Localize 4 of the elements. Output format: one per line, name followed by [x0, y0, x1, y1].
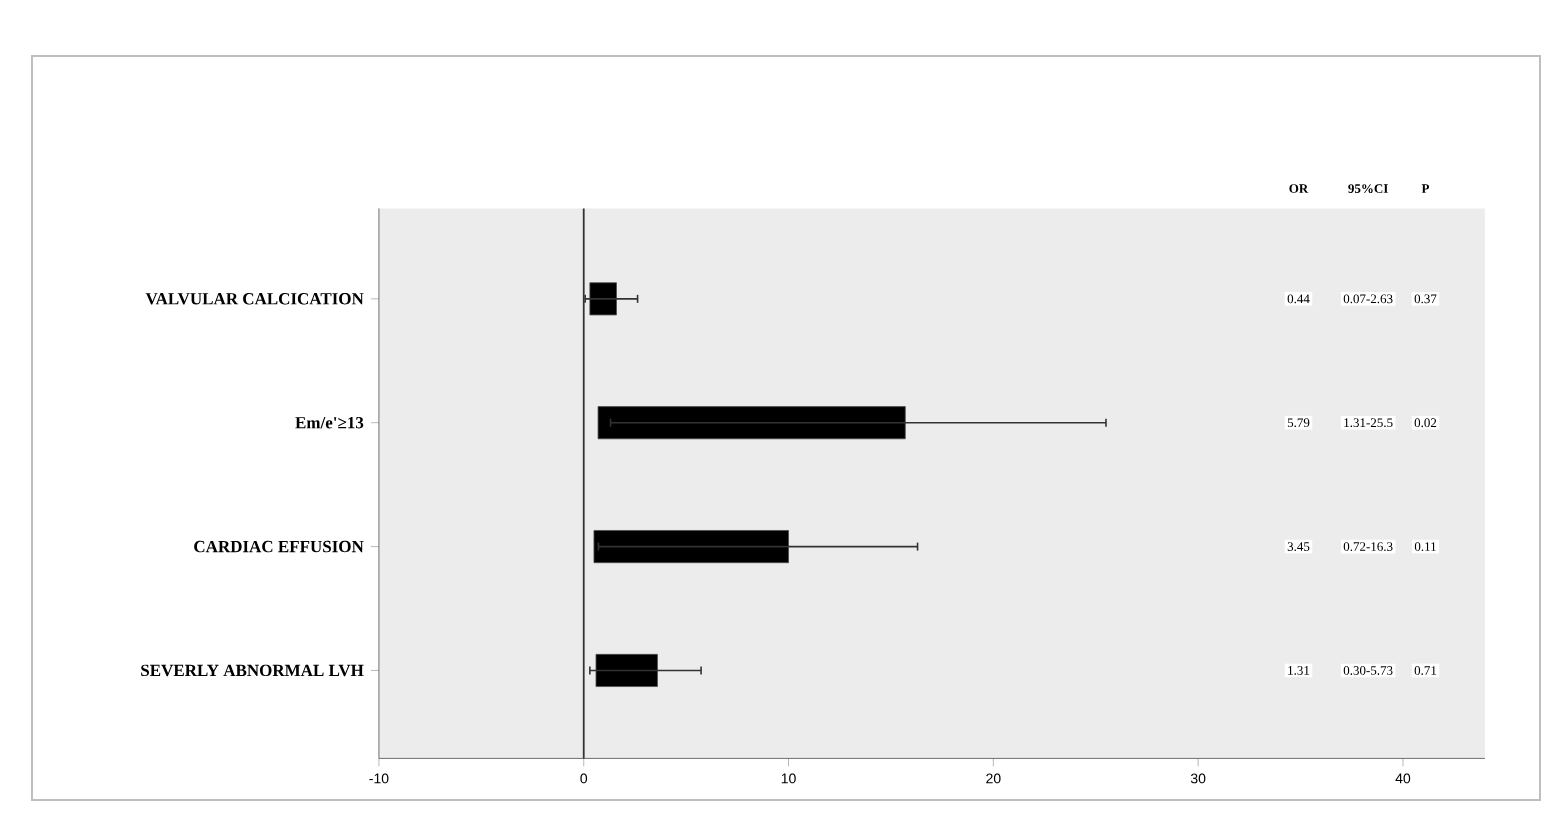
y-tick-label: CARDIAC EFFUSION [194, 540, 364, 553]
y-tick-label: Em/e'≥13 [295, 417, 364, 429]
y-tick-label: VALVULAR CALCICATION [145, 293, 364, 305]
y-tick-label: SEVERLY ABNORMAL LVH [141, 664, 364, 677]
